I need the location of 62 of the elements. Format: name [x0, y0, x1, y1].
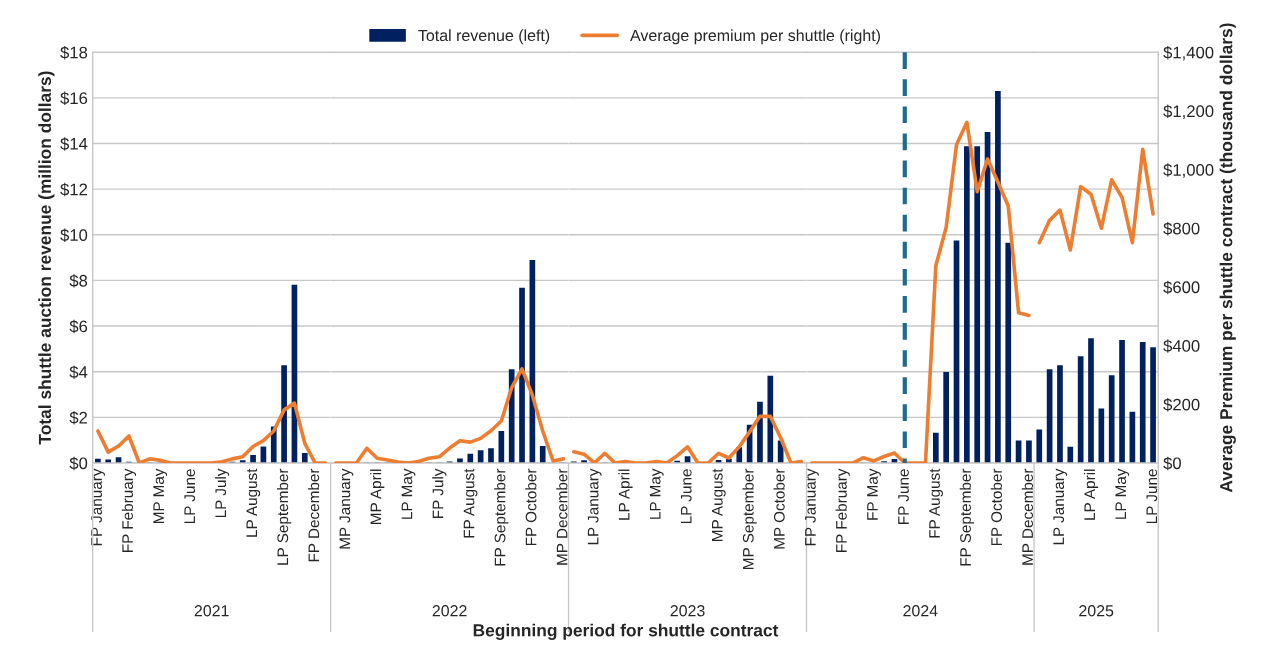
y-tick-label: $8 [69, 274, 88, 288]
x-tick-label: LP May [1115, 468, 1130, 519]
y-axis-title: Total shuttle auction revenue (million dollars) [38, 71, 55, 445]
y-tick-label: $12 [60, 182, 88, 197]
x-axis-title: 2025 [1079, 605, 1114, 617]
x-tick-label: LP June [184, 469, 196, 524]
x-tick-label: LP May [649, 468, 664, 519]
x-tick-label: FP February [121, 468, 137, 552]
y2-tick-label: $200 [1163, 398, 1200, 412]
y-tick-label: $18 [60, 45, 88, 60]
y2-axis-title: Average Premium per shuttle contract (thousand dollars) [1219, 23, 1236, 493]
x-tick-label: FP May [867, 468, 881, 520]
x-tick-label: LP June [1146, 469, 1158, 524]
legend-label: Total revenue (left) [418, 29, 550, 45]
text: Beginning period for shuttle contract [473, 623, 779, 640]
x-tick-label: LP June [680, 469, 692, 524]
y2-tick-label: $1,000 [1163, 163, 1214, 178]
x-tick-label: MP October [773, 468, 785, 549]
y-tick-label: $4 [69, 365, 88, 379]
y2-tick-label: $1,400 [1163, 45, 1214, 61]
x-tick-label: FP July [432, 468, 447, 518]
x-tick-label: MP August [712, 468, 726, 541]
y2-tick-label: $400 [1163, 339, 1200, 353]
x-axis-title: 2023 [670, 605, 705, 617]
y2-tick-label: $0 [1163, 456, 1181, 471]
x-axis-title: 2024 [903, 605, 938, 617]
x-axis-title: 2021 [194, 605, 229, 617]
x-tick-label: FP October [990, 468, 1002, 546]
y2-tick-label: $1,200 [1163, 104, 1214, 120]
x-tick-label: FP August [463, 468, 478, 538]
y2-tick-label: $800 [1163, 221, 1200, 236]
y-tick-label: $0 [69, 456, 88, 471]
x-tick-label: LP August [246, 468, 261, 537]
x-tick-label: MP April [370, 469, 385, 524]
x-tick-label: FP February [835, 468, 850, 552]
y-tick-label: $10 [60, 228, 88, 242]
legend-label: Average premium per shuttle (right) [630, 29, 880, 45]
x-tick-label: FP October [525, 468, 537, 546]
x-tick-label: LP January [1053, 468, 1068, 545]
x-tick-label: LP January [587, 468, 602, 545]
y-tick-label: $6 [69, 319, 88, 334]
x-tick-label: FP January [805, 468, 819, 546]
x-tick-label: MP May [153, 468, 168, 524]
x-tick-label: MP December [556, 468, 568, 565]
x-tick-label: FP August [929, 468, 943, 538]
x-tick-label: MP September [742, 468, 757, 569]
x-tick-label: FP September [959, 468, 974, 566]
x-tick-label: LP April [1083, 469, 1099, 520]
y-tick-label: $2 [69, 411, 88, 425]
x-tick-label: LP May [401, 468, 416, 519]
y2-tick-label: $600 [1163, 280, 1200, 295]
x-tick-label: LP July [214, 468, 230, 518]
y-tick-label: $16 [60, 91, 88, 106]
x-tick-label: MP January [339, 468, 354, 549]
x-axis-title: 2022 [432, 605, 467, 617]
x-tick-label: LP September [276, 468, 292, 565]
x-tick-label: FP September [494, 468, 509, 566]
y-tick-label: $14 [60, 137, 88, 151]
x-tick-label: LP April [618, 469, 633, 520]
x-tick-label: MP December [1021, 468, 1034, 565]
x-tick-label: FP June [898, 469, 909, 524]
x-tick-label: FP December [308, 468, 320, 562]
